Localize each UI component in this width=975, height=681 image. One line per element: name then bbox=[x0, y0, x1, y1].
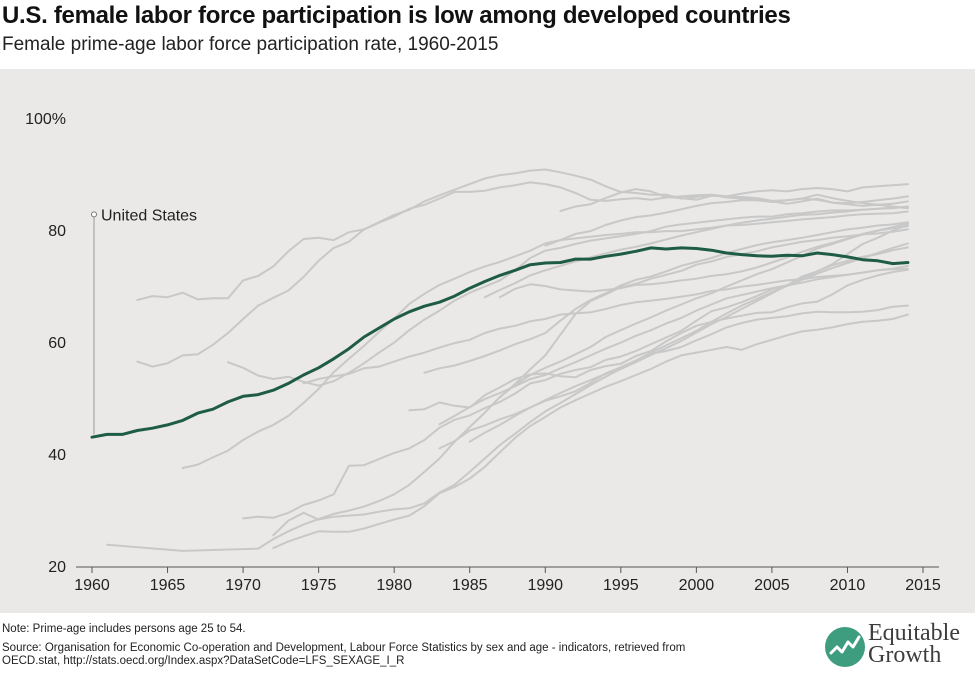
x-tick-label: 1985 bbox=[452, 577, 488, 594]
annotation-marker bbox=[91, 211, 97, 218]
series-line-oecd-country bbox=[272, 313, 909, 550]
series-line-oecd-country bbox=[136, 181, 909, 368]
series-line-oecd-country bbox=[242, 224, 909, 520]
chart-subtitle: Female prime-age labor force participati… bbox=[2, 34, 499, 55]
series-line-oecd-country bbox=[272, 246, 909, 537]
x-tick-label: 2015 bbox=[905, 577, 941, 594]
growth-chart-icon bbox=[825, 627, 865, 667]
axis-layer: 1960 1965 1970 1975 1980 1985 1990 1995 2000 2005… bbox=[25, 111, 941, 594]
logo-line-2: Growth bbox=[868, 642, 942, 668]
x-tick-label: 1965 bbox=[150, 577, 186, 594]
x-tick-label: 2010 bbox=[830, 577, 866, 594]
series-line-oecd-country bbox=[438, 304, 909, 450]
x-tick-label: 1960 bbox=[74, 577, 110, 594]
series-line-oecd-country bbox=[559, 183, 909, 212]
annotation-layer: United States bbox=[91, 207, 197, 435]
series-line-oecd-country bbox=[227, 206, 909, 387]
y-tick-label: 100% bbox=[25, 111, 66, 128]
x-tick-label: 2005 bbox=[754, 577, 790, 594]
series-line-oecd-country bbox=[438, 264, 909, 426]
series-line-oecd-country bbox=[106, 225, 909, 552]
series-line-oecd-country bbox=[423, 221, 909, 374]
series-line-oecd-country bbox=[498, 222, 909, 299]
chart-title: U.S. female labor force participation is… bbox=[2, 2, 791, 29]
x-tick-label: 1995 bbox=[603, 577, 639, 594]
series-line-oecd-country bbox=[483, 205, 909, 299]
logo-line-1: Equitable bbox=[868, 620, 960, 646]
y-tick-label: 60 bbox=[48, 335, 66, 352]
footnote: Note: Prime-age includes persons age 25 … bbox=[2, 623, 246, 635]
series-line-oecd-country bbox=[136, 168, 909, 301]
x-tick-label: 1970 bbox=[225, 577, 261, 594]
y-tick-label: 80 bbox=[48, 223, 66, 240]
x-tick-label: 1975 bbox=[301, 577, 337, 594]
x-tick-label: 1980 bbox=[376, 577, 412, 594]
series-line-oecd-country bbox=[498, 228, 909, 399]
series-line-oecd-country bbox=[408, 268, 909, 412]
series-layer bbox=[90, 168, 910, 552]
series-line-united-states bbox=[90, 246, 910, 439]
y-tick-label: 40 bbox=[48, 447, 66, 464]
annotation-label-united-states: United States bbox=[101, 207, 197, 224]
x-tick-label: 1990 bbox=[527, 577, 563, 594]
series-line-oecd-country bbox=[468, 242, 909, 443]
plot-background bbox=[0, 69, 975, 613]
y-tick-label: 20 bbox=[48, 559, 66, 576]
equitable-growth-logo: Equitable Growth bbox=[822, 620, 972, 672]
series-line-oecd-country bbox=[181, 210, 909, 469]
logo-wordmark: Equitable Growth bbox=[868, 620, 960, 668]
x-tick-label: 2000 bbox=[679, 577, 715, 594]
source-note: Source: Organisation for Economic Co-ope… bbox=[2, 642, 686, 667]
series-line-oecd-country bbox=[544, 195, 909, 247]
